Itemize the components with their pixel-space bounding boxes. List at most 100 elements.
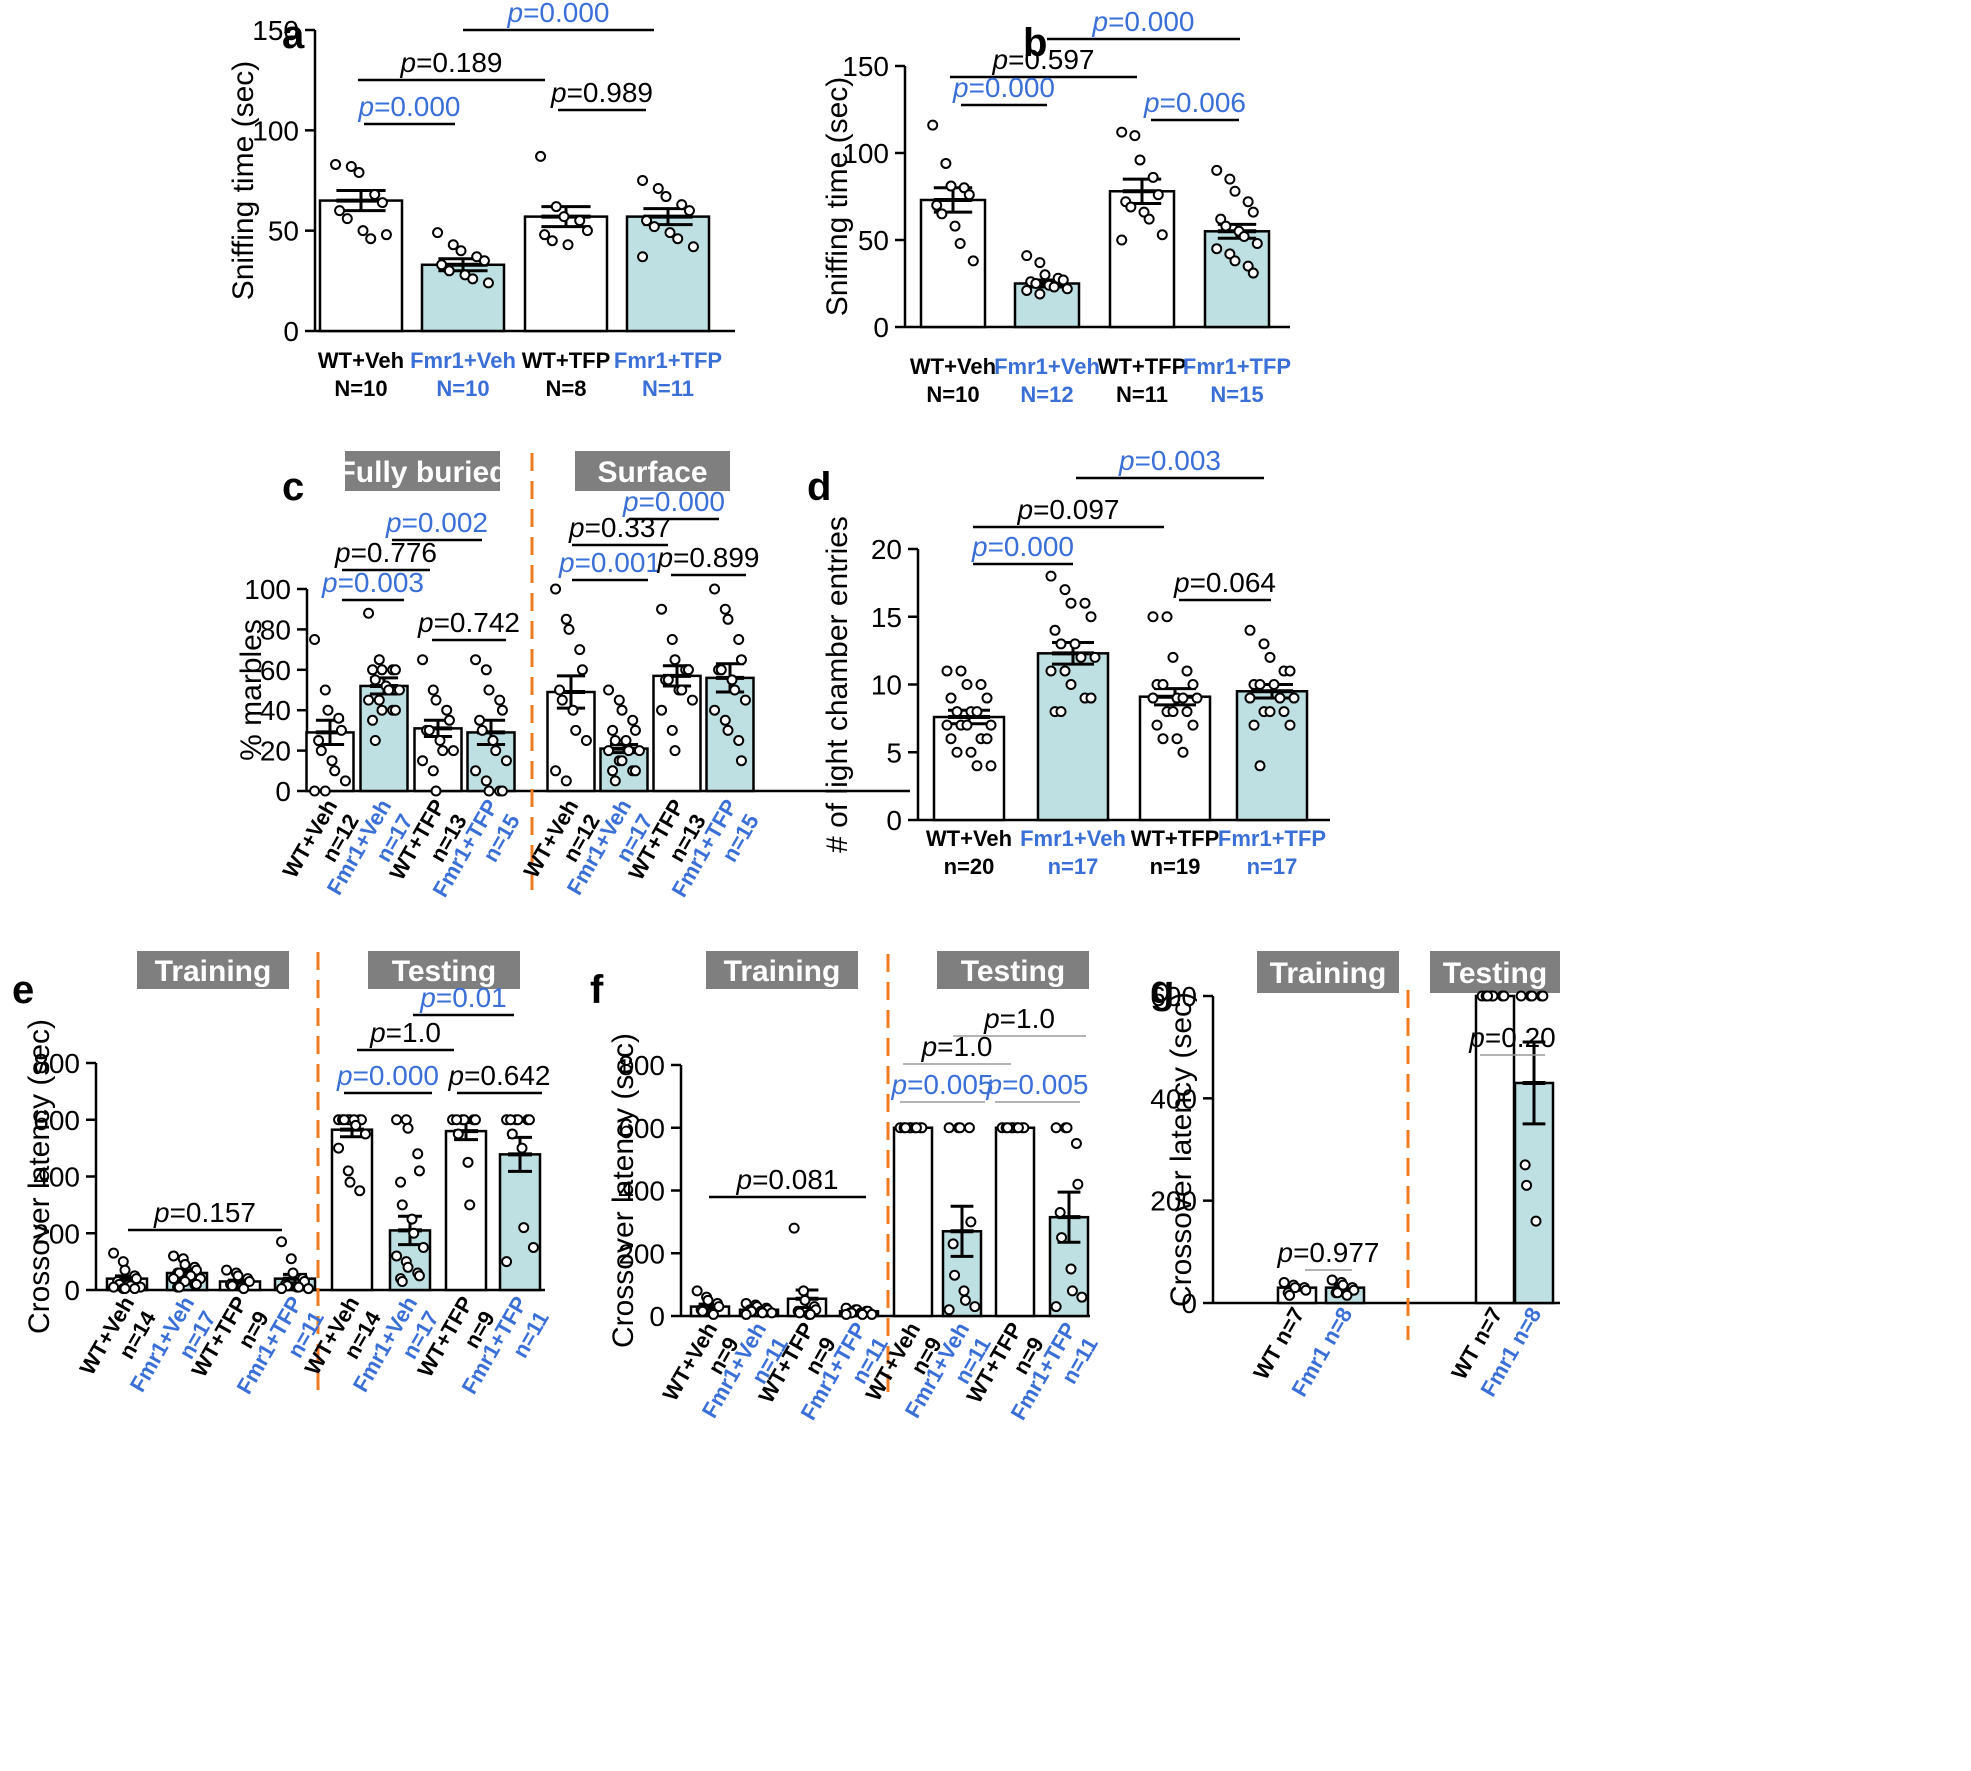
data-point (794, 1307, 806, 1319)
data-point (722, 724, 734, 736)
data-point (1075, 651, 1087, 663)
data-point (709, 704, 721, 716)
data-point (620, 735, 632, 746)
data-point (369, 674, 381, 686)
data-point (633, 745, 645, 757)
category-count: N=11 (1116, 382, 1168, 407)
data-point (285, 1253, 297, 1265)
data-point (954, 237, 966, 249)
category-count: n=17 (1048, 854, 1099, 879)
data-point (1181, 665, 1193, 677)
data-point (637, 251, 649, 263)
data-point (576, 664, 588, 676)
data-point (1238, 231, 1250, 243)
data-point (402, 1261, 414, 1273)
y-tick-label: 400 (1150, 1083, 1197, 1114)
data-point (354, 1185, 366, 1197)
data-point (1530, 1215, 1542, 1227)
data-point (108, 1247, 120, 1259)
data-point (1065, 1263, 1077, 1275)
data-point (480, 664, 492, 676)
category-label: WT+TFP (1098, 354, 1187, 379)
data-point (1171, 733, 1183, 745)
y-tick-label: 600 (33, 1105, 80, 1136)
data-point (243, 1275, 255, 1287)
data-point (943, 1304, 955, 1316)
data-point (1057, 274, 1069, 286)
data-point (1526, 990, 1538, 1002)
data-point (380, 229, 392, 241)
data-point (478, 255, 490, 267)
data-point (130, 1273, 142, 1285)
data-point (447, 745, 459, 757)
data-point (947, 1238, 959, 1250)
data-point (856, 1308, 868, 1320)
data-point (1116, 126, 1128, 138)
data-point (333, 712, 345, 724)
data-point (350, 1119, 362, 1131)
data-point (322, 704, 334, 716)
p-value-label: p=0.005 (986, 1069, 1089, 1100)
data-point (1224, 248, 1236, 260)
data-point (1055, 706, 1067, 718)
panel-letter: c (282, 465, 304, 509)
data-point (108, 1281, 120, 1293)
section-header-box (137, 951, 289, 989)
data-point (1059, 584, 1071, 596)
data-point (326, 755, 338, 767)
data-point (1244, 624, 1256, 636)
data-point (391, 1114, 403, 1126)
data-point (516, 1142, 528, 1154)
data-point (715, 664, 727, 676)
data-point (971, 706, 983, 718)
bar (444, 1129, 488, 1292)
data-point (570, 724, 582, 736)
data-point (1072, 1178, 1084, 1190)
data-point (1248, 719, 1260, 731)
data-point (1157, 733, 1169, 745)
data-point (940, 157, 952, 169)
data-point (965, 746, 977, 758)
section-header-box (368, 951, 520, 989)
data-point (376, 664, 388, 676)
y-tick-label: 20 (871, 534, 902, 565)
data-point (413, 1270, 425, 1282)
data-point (669, 654, 681, 666)
data-point (523, 1114, 535, 1126)
y-tick-label: 50 (268, 216, 299, 247)
data-point (1045, 570, 1057, 582)
data-point (369, 735, 381, 746)
y-axis-title: Crossover latency (sec) (607, 1033, 640, 1348)
data-point (943, 1122, 955, 1134)
panel-letter: g (1150, 968, 1174, 1012)
y-tick-label: 0 (886, 805, 902, 836)
data-point (319, 684, 331, 696)
y-tick-label: 100 (244, 574, 291, 605)
data-point (1332, 1287, 1344, 1299)
data-point (955, 665, 967, 677)
section-header-box (345, 451, 500, 491)
data-point (550, 201, 562, 213)
data-point (729, 684, 741, 696)
data-point (1125, 201, 1137, 213)
data-point (1326, 1274, 1338, 1286)
section-header-label: Fully buried (337, 456, 507, 489)
data-point (238, 1283, 250, 1295)
data-point (501, 1256, 513, 1268)
data-point (788, 1222, 800, 1234)
data-point (402, 1122, 414, 1134)
data-point (1284, 665, 1296, 677)
data-point (554, 684, 566, 696)
data-point (1498, 990, 1510, 1002)
data-point (430, 694, 442, 706)
y-axis-title: % marbles (235, 619, 268, 761)
data-point (506, 1128, 518, 1140)
p-value-label: p=0.097 (1017, 494, 1120, 525)
data-point (958, 182, 970, 194)
data-point (686, 694, 698, 706)
data-point (309, 634, 321, 645)
data-point (981, 733, 993, 745)
data-point (338, 1114, 350, 1126)
